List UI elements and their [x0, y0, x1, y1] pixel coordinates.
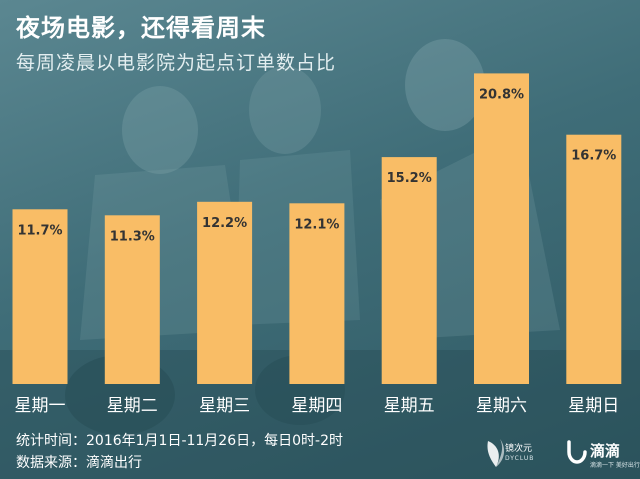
category-label-7: 星期日	[568, 396, 619, 416]
category-label-2: 星期二	[107, 396, 158, 416]
didi-logo-icon	[567, 440, 587, 464]
bar-7	[566, 134, 622, 384]
stat-period-note: 统计时间：2016年1月1日-11月26日，每日0时-2时	[16, 433, 343, 449]
dyclub-name: 镜次元	[505, 444, 533, 454]
didi-slogan: 滴滴一下 美好出行	[590, 462, 640, 469]
value-label-6: 20.8%	[479, 87, 524, 102]
bar-3	[197, 201, 253, 384]
didi-brand-name: 滴滴	[590, 442, 621, 460]
value-label-7: 16.7%	[571, 149, 616, 164]
category-label-1: 星期一	[15, 396, 66, 416]
dyclub-subname: DYCLUB	[505, 455, 535, 462]
chart-subtitle: 每周凌晨以电影院为起点订单数占比	[16, 52, 337, 74]
category-label-5: 星期五	[384, 396, 435, 416]
value-label-5: 15.2%	[387, 171, 432, 186]
chart-title: 夜场电影，还得看周末	[16, 14, 266, 42]
bar-6	[474, 73, 529, 385]
value-label-4: 12.1%	[294, 217, 339, 232]
value-label-3: 12.2%	[202, 216, 247, 231]
value-label-2: 11.3%	[110, 229, 155, 244]
data-source-note: 数据来源：滴滴出行	[16, 455, 142, 471]
bar-5	[381, 157, 437, 384]
category-label-3: 星期三	[199, 396, 250, 416]
bar-chart: 11.7% 星期一 11.3% 星期二 12.2% 星期三 12.1% 星期四 15.2% 星期五…	[12, 73, 622, 416]
category-label-4: 星期四	[291, 396, 342, 416]
value-label-1: 11.7%	[17, 223, 62, 238]
bar-4	[289, 203, 345, 384]
bar-2	[104, 215, 160, 384]
bar-1	[12, 209, 68, 384]
dyclub-logo-icon	[487, 439, 505, 467]
category-label-6: 星期六	[476, 396, 527, 416]
